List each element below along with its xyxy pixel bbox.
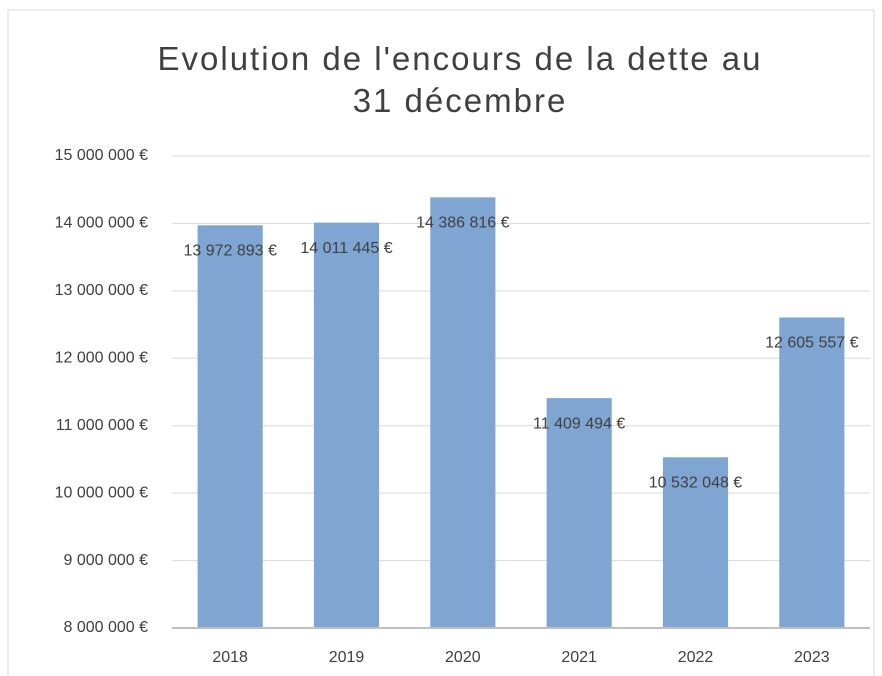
y-tick-label: 14 000 000 €: [55, 215, 149, 232]
data-label: 13 972 893 €: [183, 242, 277, 259]
x-tick-label: 2018: [212, 649, 248, 666]
y-tick-label: 15 000 000 €: [55, 147, 149, 164]
data-label: 11 409 494 €: [533, 415, 625, 432]
bar: [546, 398, 612, 628]
chart-frame: [7, 9, 875, 676]
y-tick-label: 8 000 000 €: [63, 619, 148, 636]
data-label: 12 605 557 €: [765, 335, 859, 352]
bar: [430, 197, 496, 628]
chart-title: Evolution de l'encours de la dette au 31…: [157, 40, 763, 119]
bar: [313, 222, 380, 628]
data-label: 10 532 048 €: [649, 474, 743, 491]
y-tick-label: 12 000 000 €: [55, 350, 149, 367]
y-tick-label: 9 000 000 €: [63, 552, 148, 569]
x-tick-label: 2020: [445, 649, 481, 666]
data-label: 14 386 816 €: [416, 215, 510, 232]
x-tick-label: 2019: [329, 649, 365, 666]
x-tick-label: 2023: [794, 649, 830, 666]
bar: [197, 225, 263, 629]
bar: [779, 317, 845, 628]
y-tick-label: 13 000 000 €: [55, 282, 149, 299]
x-tick-label: 2022: [678, 649, 714, 666]
y-tick-label: 11 000 000 €: [56, 417, 148, 434]
data-label: 14 011 445 €: [300, 240, 392, 257]
x-tick-label: 2021: [561, 649, 597, 666]
y-tick-label: 10 000 000 €: [55, 484, 149, 501]
bar: [662, 457, 729, 628]
